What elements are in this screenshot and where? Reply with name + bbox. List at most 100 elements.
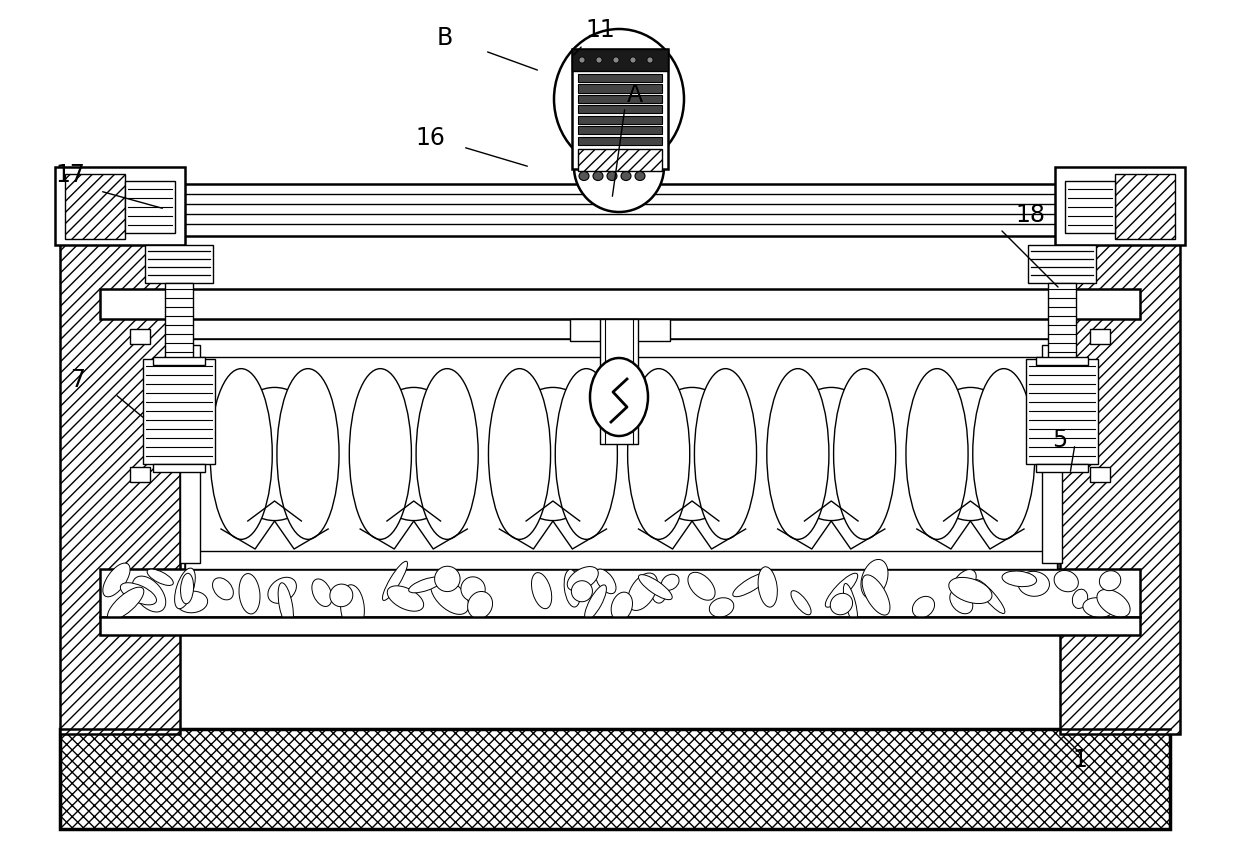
Bar <box>1115 175 1175 240</box>
Bar <box>579 116 662 125</box>
Ellipse shape <box>621 172 631 181</box>
Ellipse shape <box>1072 589 1088 609</box>
Ellipse shape <box>590 359 648 436</box>
Bar <box>572 50 668 170</box>
Bar <box>1066 181 1115 234</box>
Ellipse shape <box>1002 571 1037 587</box>
Bar <box>185 551 1057 570</box>
Ellipse shape <box>607 172 617 181</box>
Bar <box>59 729 1170 829</box>
Ellipse shape <box>108 587 144 620</box>
Ellipse shape <box>211 369 273 539</box>
Ellipse shape <box>830 593 852 615</box>
Ellipse shape <box>758 567 777 608</box>
Bar <box>145 246 213 284</box>
Ellipse shape <box>585 585 606 620</box>
Ellipse shape <box>825 574 857 608</box>
Ellipse shape <box>732 573 769 597</box>
Ellipse shape <box>175 568 196 609</box>
Ellipse shape <box>636 172 646 181</box>
Ellipse shape <box>638 575 673 600</box>
Ellipse shape <box>278 583 294 628</box>
Ellipse shape <box>388 586 424 612</box>
Ellipse shape <box>912 597 934 618</box>
Ellipse shape <box>554 30 684 170</box>
Ellipse shape <box>596 570 616 594</box>
Ellipse shape <box>349 369 411 539</box>
Ellipse shape <box>642 388 742 521</box>
Ellipse shape <box>567 567 598 592</box>
Ellipse shape <box>628 369 690 539</box>
Ellipse shape <box>950 590 973 614</box>
Ellipse shape <box>435 566 460 592</box>
Ellipse shape <box>662 575 679 591</box>
Bar <box>579 95 662 104</box>
Ellipse shape <box>409 577 442 593</box>
Ellipse shape <box>906 369 968 539</box>
Bar <box>142 360 216 464</box>
Ellipse shape <box>364 388 463 521</box>
Bar <box>1090 330 1110 344</box>
Ellipse shape <box>709 598 733 617</box>
Ellipse shape <box>694 369 757 539</box>
Bar <box>64 175 125 240</box>
Ellipse shape <box>596 58 602 64</box>
Text: 7: 7 <box>71 368 85 392</box>
Ellipse shape <box>628 573 658 611</box>
Bar <box>1026 360 1098 464</box>
Bar <box>579 127 662 135</box>
Ellipse shape <box>781 388 881 521</box>
Bar <box>600 320 638 445</box>
Bar <box>579 150 662 172</box>
Ellipse shape <box>574 123 664 213</box>
Text: 11: 11 <box>585 18 615 42</box>
Ellipse shape <box>564 570 581 608</box>
Bar <box>1061 190 1180 734</box>
Ellipse shape <box>973 369 1035 539</box>
Ellipse shape <box>1018 571 1049 597</box>
Text: 16: 16 <box>415 126 445 150</box>
Bar <box>1090 468 1110 483</box>
Ellipse shape <box>579 58 585 64</box>
Ellipse shape <box>532 573 551 609</box>
Bar <box>1028 246 1097 284</box>
Ellipse shape <box>383 561 408 601</box>
Ellipse shape <box>176 592 208 613</box>
Ellipse shape <box>1054 571 1078 592</box>
Ellipse shape <box>844 584 857 624</box>
Text: 5: 5 <box>1052 428 1068 452</box>
Ellipse shape <box>613 58 620 64</box>
Bar <box>572 50 668 72</box>
Bar <box>100 617 1140 636</box>
Text: B: B <box>437 26 453 50</box>
Ellipse shape <box>790 591 812 615</box>
Bar <box>1054 168 1184 246</box>
Ellipse shape <box>416 369 478 539</box>
Ellipse shape <box>1083 598 1114 618</box>
Ellipse shape <box>555 369 617 539</box>
Ellipse shape <box>652 583 667 603</box>
Bar <box>1042 345 1062 563</box>
Ellipse shape <box>330 584 353 607</box>
Ellipse shape <box>147 570 173 586</box>
Ellipse shape <box>975 580 1005 614</box>
Bar <box>125 181 175 234</box>
Bar <box>579 106 662 114</box>
Ellipse shape <box>312 579 332 607</box>
Ellipse shape <box>278 369 339 539</box>
Bar <box>1036 358 1088 365</box>
Ellipse shape <box>647 58 653 64</box>
Bar <box>185 339 1057 358</box>
Ellipse shape <box>571 581 592 602</box>
Text: 1: 1 <box>1073 747 1088 771</box>
Ellipse shape <box>834 369 896 539</box>
Bar <box>152 358 204 365</box>
Ellipse shape <box>103 564 130 598</box>
Ellipse shape <box>224 388 325 521</box>
Ellipse shape <box>629 58 636 64</box>
Ellipse shape <box>268 577 296 603</box>
Ellipse shape <box>341 585 364 631</box>
Ellipse shape <box>862 575 890 615</box>
Text: 17: 17 <box>55 163 85 187</box>
Ellipse shape <box>181 574 193 604</box>
